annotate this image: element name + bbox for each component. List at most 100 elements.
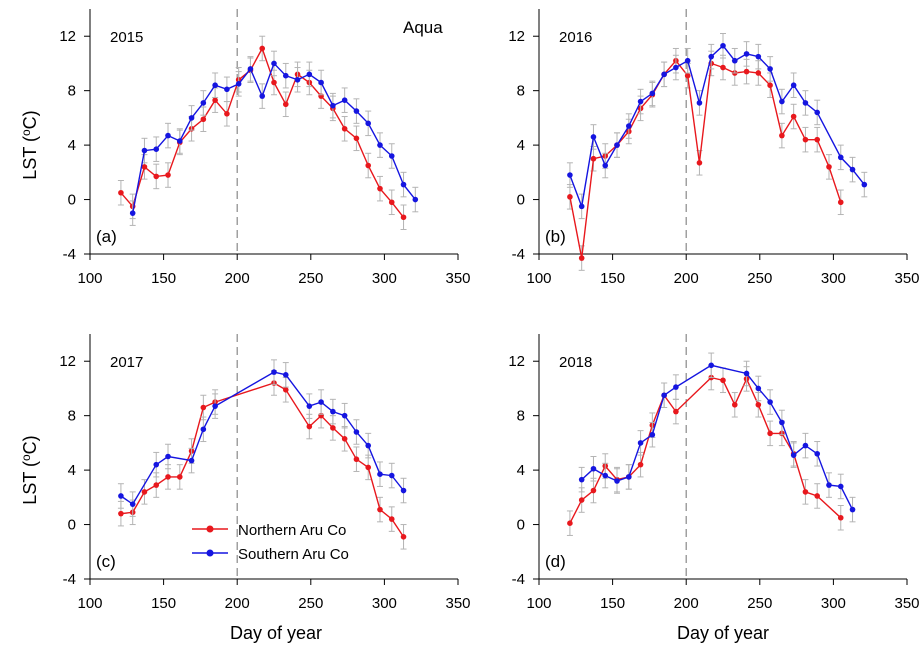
series-southern xyxy=(129,50,419,226)
data-point xyxy=(637,440,644,446)
data-point xyxy=(271,79,277,86)
data-point xyxy=(118,493,124,499)
data-point xyxy=(282,72,289,79)
y-tick-label: -4 xyxy=(63,246,76,263)
x-tick-label: 250 xyxy=(298,270,323,287)
data-point xyxy=(176,138,183,144)
data-point xyxy=(377,506,383,513)
panel-label: (d) xyxy=(545,552,566,571)
data-point xyxy=(743,51,750,57)
data-point xyxy=(837,154,844,161)
data-point xyxy=(306,423,313,430)
series-line xyxy=(569,59,842,259)
data-point xyxy=(153,482,160,488)
data-point xyxy=(602,472,609,479)
y-tick-label: 8 xyxy=(517,83,525,100)
x-tick-label: 200 xyxy=(674,270,699,287)
data-point xyxy=(259,93,266,99)
x-tick-label: 300 xyxy=(372,595,397,612)
panel-2016: -4 0 4 8 12 100 150 200 250 300 350 2016 (b) xyxy=(508,9,920,287)
data-point xyxy=(673,64,679,71)
x-tick-label: 300 xyxy=(372,270,397,287)
series-northern xyxy=(117,370,407,550)
data-point xyxy=(614,478,620,484)
x-tick-label: 100 xyxy=(526,270,551,287)
data-point xyxy=(578,203,585,210)
year-label: 2018 xyxy=(559,354,592,371)
year-label: 2015 xyxy=(110,29,143,46)
data-point xyxy=(129,210,136,216)
data-point xyxy=(567,194,573,200)
data-point xyxy=(165,132,171,139)
data-point xyxy=(188,115,195,121)
data-point xyxy=(330,102,336,109)
series-line xyxy=(581,364,854,510)
x-tick-label: 350 xyxy=(445,595,470,612)
data-point xyxy=(590,155,597,162)
data-point xyxy=(388,199,395,206)
data-point xyxy=(790,113,797,120)
data-point xyxy=(176,474,183,480)
x-tick-label: 150 xyxy=(600,595,625,612)
data-point xyxy=(318,399,324,405)
data-point xyxy=(849,166,856,173)
data-point xyxy=(306,403,313,409)
data-point xyxy=(731,57,738,64)
y-tick-label: 0 xyxy=(517,192,525,209)
data-point xyxy=(165,453,171,460)
x-tick-label: 350 xyxy=(894,595,919,612)
legend-marker-northern xyxy=(206,525,214,533)
data-point xyxy=(165,474,171,480)
panel-2018: -4 0 4 8 12 100 150 200 250 300 350 2018 (d) xyxy=(508,334,920,612)
data-point xyxy=(767,399,773,405)
y-tick-label: 4 xyxy=(517,462,525,479)
y-tick-label: 4 xyxy=(517,137,525,154)
y-tick-label: 0 xyxy=(68,192,76,209)
data-point xyxy=(614,142,620,148)
data-point xyxy=(365,442,372,449)
data-point xyxy=(200,426,207,433)
data-point xyxy=(767,82,773,89)
data-point xyxy=(708,362,715,369)
data-point xyxy=(790,452,797,458)
data-point xyxy=(578,476,585,483)
year-label: 2016 xyxy=(559,29,592,46)
series-line xyxy=(569,44,865,210)
y-tick-label: -4 xyxy=(512,571,525,588)
data-point xyxy=(637,98,644,105)
data-point xyxy=(341,97,348,103)
x-tick-label: 350 xyxy=(445,270,470,287)
data-point xyxy=(224,86,230,93)
series-line xyxy=(120,371,405,506)
y-tick-label: 8 xyxy=(68,408,76,425)
legend-label-northern: Northern Aru Co xyxy=(238,522,346,539)
data-point xyxy=(165,172,171,178)
data-point xyxy=(282,372,289,378)
data-point xyxy=(129,501,136,507)
data-point xyxy=(790,82,797,89)
data-point xyxy=(814,109,821,116)
x-tick-label: 200 xyxy=(225,270,250,287)
data-point xyxy=(365,120,372,127)
data-point xyxy=(649,431,656,438)
y-tick-label: 12 xyxy=(59,28,76,45)
data-point xyxy=(235,81,242,87)
y-tick-label: 4 xyxy=(68,462,76,479)
x-tick-label: 100 xyxy=(77,595,102,612)
data-point xyxy=(661,392,667,399)
data-point xyxy=(802,100,809,106)
data-point xyxy=(720,42,726,49)
data-point xyxy=(755,401,762,408)
data-point xyxy=(282,101,289,108)
data-point xyxy=(814,450,821,457)
data-point xyxy=(400,534,407,540)
data-point xyxy=(661,71,667,78)
data-point xyxy=(837,199,844,206)
data-point xyxy=(696,160,703,166)
data-point xyxy=(684,57,691,64)
y-axis-title-top: LST (oC) xyxy=(19,110,40,179)
data-point xyxy=(365,464,372,471)
y-tick-label: 4 xyxy=(68,137,76,154)
panel-label: (b) xyxy=(545,227,566,246)
x-tick-label: 100 xyxy=(526,595,551,612)
